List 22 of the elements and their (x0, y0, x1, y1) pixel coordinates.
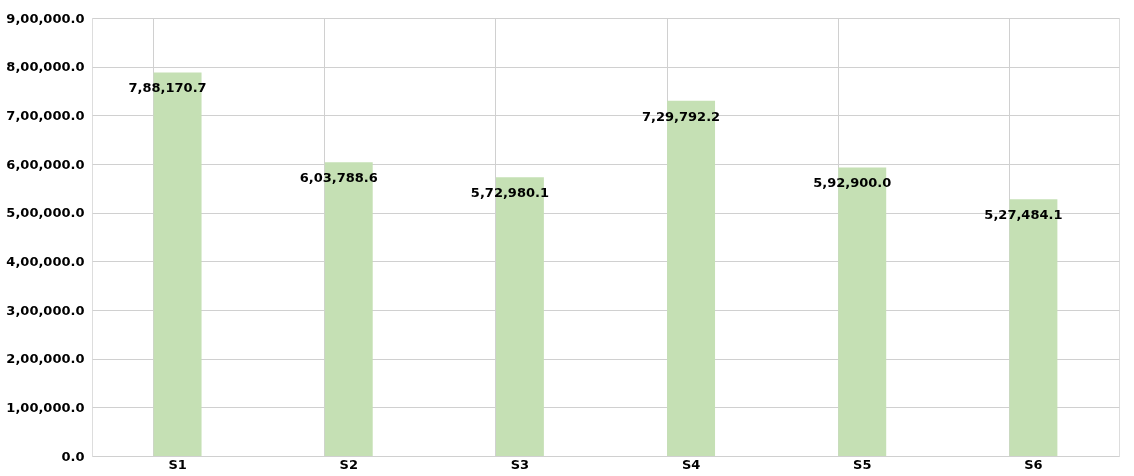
x-tick-label: S6 (1024, 456, 1043, 472)
y-tick-label: 5,00,000.0 (6, 205, 85, 221)
data-label: 7,88,170.7 (128, 80, 207, 96)
data-label: 6,03,788.6 (299, 170, 378, 186)
y-tick-label: 1,00,000.0 (6, 399, 85, 415)
x-tick-label: S3 (510, 456, 530, 472)
y-tick-label: 2,00,000.0 (6, 351, 85, 367)
y-tick-label: 4,00,000.0 (6, 253, 85, 269)
data-label: 5,27,484.1 (984, 207, 1063, 223)
x-tick-label: S2 (339, 456, 358, 472)
data-label: 5,92,900.0 (813, 175, 892, 191)
y-tick-label: 9,00,000.0 (6, 10, 85, 26)
y-tick-label: 7,00,000.0 (6, 107, 85, 123)
y-tick-label: 6,00,000.0 (6, 156, 85, 172)
data-label: 5,72,980.1 (470, 185, 549, 201)
x-tick-label: S5 (853, 456, 872, 472)
x-tick-label: S4 (681, 456, 701, 472)
y-tick-label: 0.0 (61, 448, 85, 464)
y-tick-label: 3,00,000.0 (6, 302, 85, 318)
y-tick-label: 8,00,000.0 (6, 59, 85, 75)
data-label: 7,29,792.2 (642, 108, 721, 124)
x-tick-label: S1 (168, 456, 187, 472)
